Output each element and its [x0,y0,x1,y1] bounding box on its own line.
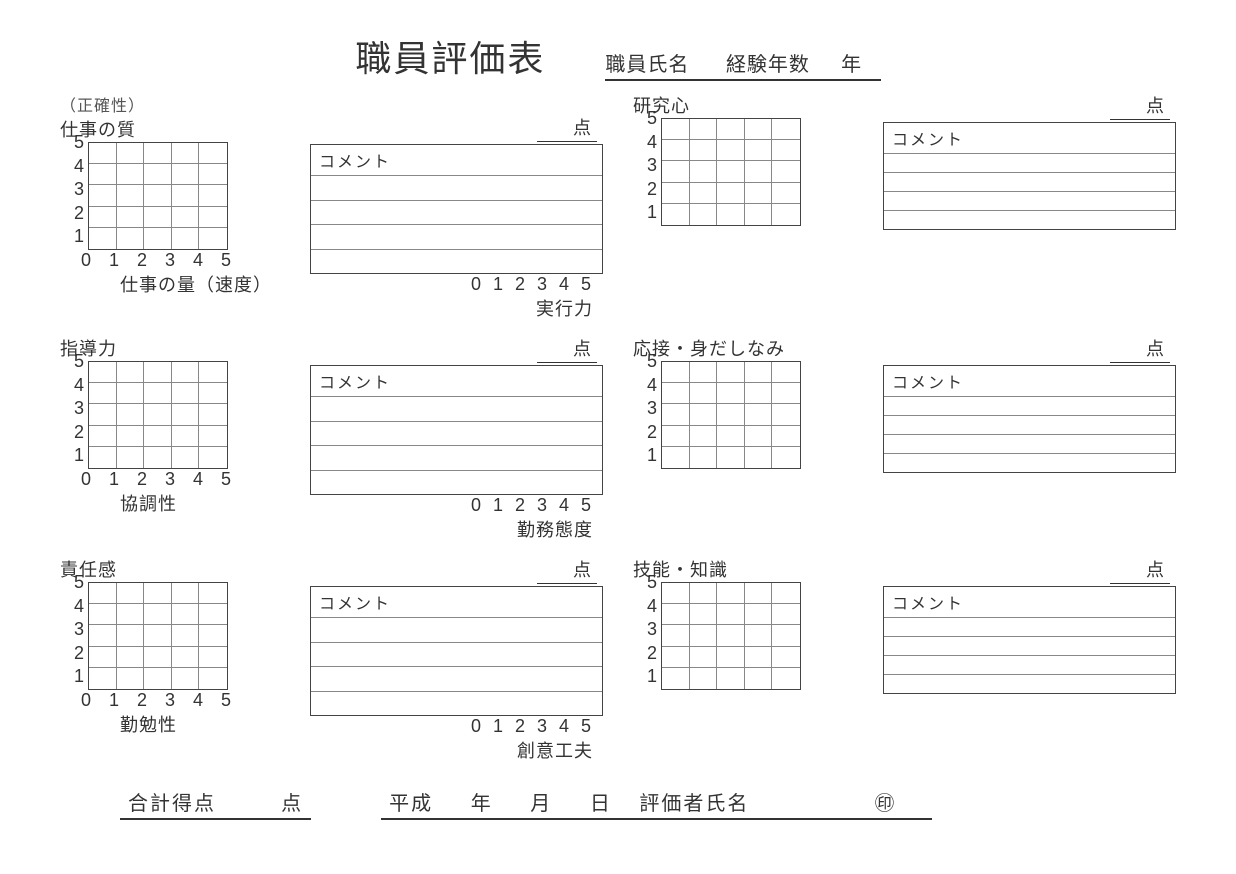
name-label: 職員氏名 [605,54,689,76]
y-axis-title: 応接・身だしなみ [633,335,863,361]
comment-label: コメント [311,145,602,175]
score-field[interactable]: 点 [537,335,597,363]
form-title: 職員評価表 [355,30,545,82]
y-axis-title: 仕事の質 [60,116,290,142]
y-tick-labels: 54321 [633,582,657,690]
comment-area: 点コメント 012345創意工夫 [310,556,603,763]
chart-area: （正確性）仕事の質54321012345仕事の量（速度） [60,92,290,297]
score-field[interactable]: 点 [537,114,597,142]
rating-grid[interactable] [661,361,801,469]
comment-label: コメント [884,366,1175,396]
x2-axis-title: 勤務態度 [310,516,603,542]
x2-axis-title: 実行力 [310,295,603,321]
chart-wrap: 54321 [60,582,290,690]
chart-area: 責任感54321012345勤勉性 [60,556,290,737]
evaluation-block: 技能・知識54321012345点コメント012345 [633,556,1176,763]
score-field[interactable]: 点 [1110,92,1170,120]
evaluation-grid: （正確性）仕事の質54321012345仕事の量（速度）点コメント012345実… [60,92,1176,763]
total-score-field: 合計得点 点 [120,787,311,820]
employee-fields: 職員氏名 経験年数 年 [605,48,880,81]
comment-box[interactable]: コメント [883,586,1176,694]
comment-label: コメント [311,366,602,396]
comment-area: 点コメント012345 [883,335,1176,473]
x-axis-title: 協調性 [120,490,290,516]
chart-wrap: 54321 [60,142,290,250]
evaluation-form: 職員評価表 職員氏名 経験年数 年 （正確性）仕事の質54321012345仕事… [0,0,1236,840]
evaluation-block: 応接・身だしなみ54321012345点コメント012345 [633,335,1176,542]
y-tick-labels: 54321 [60,361,84,469]
y-axis-title: 責任感 [60,556,290,582]
rating-grid[interactable] [661,118,801,226]
comment-label: コメント [884,587,1175,617]
rating-grid[interactable] [88,361,228,469]
chart-wrap: 54321 [60,361,290,469]
comment-area: 点コメント012345 [883,92,1176,230]
x2-tick-labels: 012345 [310,495,603,516]
chart-area: 指導力54321012345協調性 [60,335,290,516]
y-tick-labels: 54321 [633,361,657,469]
y-tick-labels: 54321 [60,142,84,250]
comment-box[interactable]: コメント [310,144,603,274]
evaluation-block: 指導力54321012345協調性点コメント012345勤務態度 [60,335,603,542]
comment-area: 点コメント012345 [883,556,1176,694]
evaluation-block: 責任感54321012345勤勉性点コメント012345創意工夫 [60,556,603,763]
y-axis-title: 技能・知識 [633,556,863,582]
x2-axis-title: 創意工夫 [310,737,603,763]
accuracy-note: （正確性） [60,92,290,116]
y-tick-labels: 54321 [633,118,657,226]
experience-unit: 年 [841,54,862,76]
comment-box[interactable]: コメント [883,365,1176,473]
form-footer: 合計得点 点 平成 年 月 日 評価者氏名 ㊞ [60,787,1176,820]
x-tick-labels: 012345 [72,250,242,271]
chart-area: 研究心54321012345 [633,92,863,226]
rating-grid[interactable] [88,142,228,250]
date-evaluator-field: 平成 年 月 日 評価者氏名 ㊞ [381,787,932,820]
chart-wrap: 54321 [633,582,863,690]
comment-label: コメント [311,587,602,617]
x2-tick-labels: 012345 [310,716,603,737]
x-tick-labels: 012345 [72,690,242,711]
x-axis-title: 勤勉性 [120,711,290,737]
chart-wrap: 54321 [633,118,863,226]
experience-label: 経験年数 [726,54,810,76]
comment-box[interactable]: コメント [310,586,603,716]
form-header: 職員評価表 職員氏名 経験年数 年 [60,30,1176,82]
comment-area: 点コメント 012345実行力 [310,92,603,321]
y-tick-labels: 54321 [60,582,84,690]
score-field[interactable]: 点 [1110,556,1170,584]
comment-box[interactable]: コメント [883,122,1176,230]
x2-tick-labels: 012345 [310,274,603,295]
stamp-mark: ㊞ [875,793,897,815]
y-axis-title: 指導力 [60,335,290,361]
x-axis-title: 仕事の量（速度） [120,271,290,297]
x-tick-labels: 012345 [72,469,242,490]
y-axis-title: 研究心 [633,92,863,118]
evaluation-block: （正確性）仕事の質54321012345仕事の量（速度）点コメント012345実… [60,92,603,321]
chart-area: 応接・身だしなみ54321012345 [633,335,863,469]
comment-box[interactable]: コメント [310,365,603,495]
rating-grid[interactable] [661,582,801,690]
comment-area: 点コメント 012345勤務態度 [310,335,603,542]
rating-grid[interactable] [88,582,228,690]
score-field[interactable]: 点 [537,556,597,584]
chart-area: 技能・知識54321012345 [633,556,863,690]
comment-label: コメント [884,123,1175,153]
evaluation-block: 研究心54321012345点コメント012345 [633,92,1176,321]
chart-wrap: 54321 [633,361,863,469]
score-field[interactable]: 点 [1110,335,1170,363]
